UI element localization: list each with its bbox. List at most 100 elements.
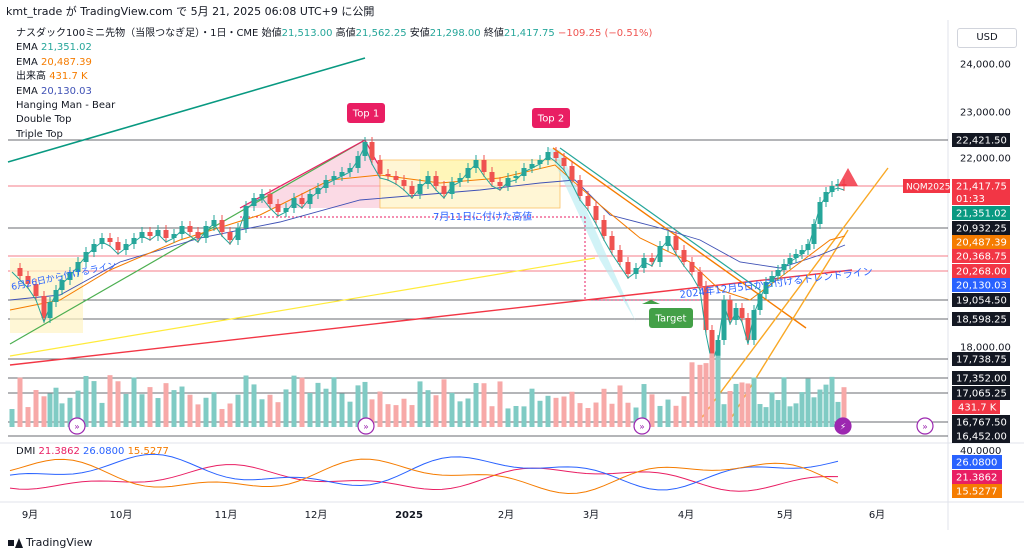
volume-bar (529, 388, 535, 427)
volume-bar (727, 390, 733, 427)
volume-bar (537, 400, 543, 427)
candle (393, 176, 399, 180)
volume-bar (219, 408, 225, 427)
candle (625, 262, 631, 274)
candle (243, 206, 249, 228)
price-label-tag[interactable] (952, 352, 1010, 366)
volume-bar (697, 364, 703, 427)
event-marker-icon[interactable] (68, 417, 86, 435)
annotation-top1[interactable] (347, 103, 385, 123)
candle (99, 238, 105, 244)
candle (799, 250, 805, 254)
price-label-tag[interactable] (952, 386, 1010, 400)
volume-bar (739, 382, 745, 427)
target-pointer (642, 300, 660, 304)
candle (385, 174, 391, 176)
price-label-tag[interactable] (952, 206, 1010, 220)
candle (489, 172, 495, 182)
volume-bar (625, 402, 631, 427)
price-label-tag[interactable] (952, 179, 1010, 193)
candle (275, 204, 281, 212)
volume-bar (9, 409, 15, 427)
volume-bar (497, 381, 503, 427)
candle (115, 242, 121, 250)
volume-bar (781, 377, 787, 427)
candle (291, 198, 297, 208)
candle (585, 196, 591, 206)
currency-button[interactable]: USD (957, 28, 1017, 48)
indicator-ema-mid[interactable]: EMA 20,487.39 (16, 56, 92, 68)
volume-bar (489, 406, 495, 427)
indicator-ema-slow[interactable]: EMA 20,130.03 (16, 85, 92, 97)
price-label-tag[interactable] (952, 133, 1010, 147)
dmi-axis-tag (952, 455, 1002, 469)
candle (211, 220, 217, 226)
price-label-tag[interactable] (952, 278, 1010, 292)
x-tick-label: 4月 (678, 509, 694, 521)
pattern-triple-top[interactable]: Triple Top (16, 128, 63, 140)
pattern-double-top[interactable]: Double Top (16, 114, 72, 126)
price-label-tag[interactable] (952, 312, 1010, 326)
dmi-axis-text: 26.0800 (956, 458, 997, 469)
volume-bar (787, 406, 793, 427)
candle (377, 160, 383, 174)
price-label-text: 16,452.00 (956, 432, 1007, 443)
event-marker-icon[interactable] (834, 417, 852, 435)
volume-bar (649, 394, 655, 427)
symbol-badge[interactable] (903, 179, 950, 193)
volume-bar (709, 353, 715, 427)
volume-bar (609, 403, 615, 427)
price-label-tag[interactable] (952, 293, 1010, 307)
price-label-text: 17,352.00 (956, 374, 1007, 385)
volume-bar (545, 395, 551, 427)
volume-bar (267, 394, 273, 427)
volume-bar (409, 405, 415, 427)
symbol-badge-text: NQM2025 (906, 183, 951, 193)
volume-bar (473, 383, 479, 427)
volume-bar (33, 390, 39, 427)
pattern-hanging-man[interactable]: Hanging Man - Bear (16, 100, 116, 112)
price-label-tag[interactable] (952, 429, 1010, 443)
dmi-axis-tag (952, 470, 1002, 484)
price-label-tag[interactable] (952, 264, 1010, 278)
volume-bar (59, 403, 65, 427)
volume-bar (513, 406, 519, 427)
candle (47, 302, 53, 318)
pattern-triangle-top1 (240, 140, 380, 208)
volume-bar (339, 393, 345, 427)
candle (769, 276, 775, 282)
event-marker-icon[interactable] (633, 417, 651, 435)
annotation-target[interactable] (649, 308, 693, 328)
volume-bar (733, 383, 739, 427)
candle (529, 164, 535, 168)
annotation-top2-text: Top 2 (537, 114, 564, 125)
price-label-tag[interactable] (952, 221, 1010, 235)
annotation-top2[interactable] (532, 108, 570, 128)
candle (721, 300, 727, 340)
price-label-tag[interactable] (952, 235, 1010, 249)
indicator-volume[interactable]: 出来高 431.7 K (16, 71, 88, 83)
y-tick-label: 23,000.00 (960, 108, 1011, 119)
event-marker-glyph: » (363, 423, 369, 433)
indicator-ema-fast[interactable]: EMA 21,351.02 (16, 42, 92, 54)
candle (331, 176, 337, 180)
dmi-legend[interactable]: DMI 21.3862 26.0800 15.5277 (16, 446, 169, 457)
candle (33, 284, 39, 296)
price-label-text: 17,738.75 (956, 355, 1007, 366)
volume-bar (83, 375, 89, 427)
volume-bar (393, 405, 399, 427)
x-tick-label: 11月 (215, 509, 238, 521)
event-marker-icon[interactable] (357, 417, 375, 435)
event-marker-icon[interactable] (916, 417, 934, 435)
volume-bar (203, 397, 209, 427)
price-label-tag[interactable] (952, 371, 1010, 385)
price-label-tag[interactable] (952, 415, 1010, 429)
price-label-tag[interactable] (952, 249, 1010, 263)
ema-slow-line (9, 179, 846, 301)
candle (283, 208, 289, 212)
alert-triangle-icon[interactable] (838, 168, 858, 186)
volume-bar (841, 387, 847, 427)
candle (339, 172, 345, 176)
candle (673, 236, 679, 250)
